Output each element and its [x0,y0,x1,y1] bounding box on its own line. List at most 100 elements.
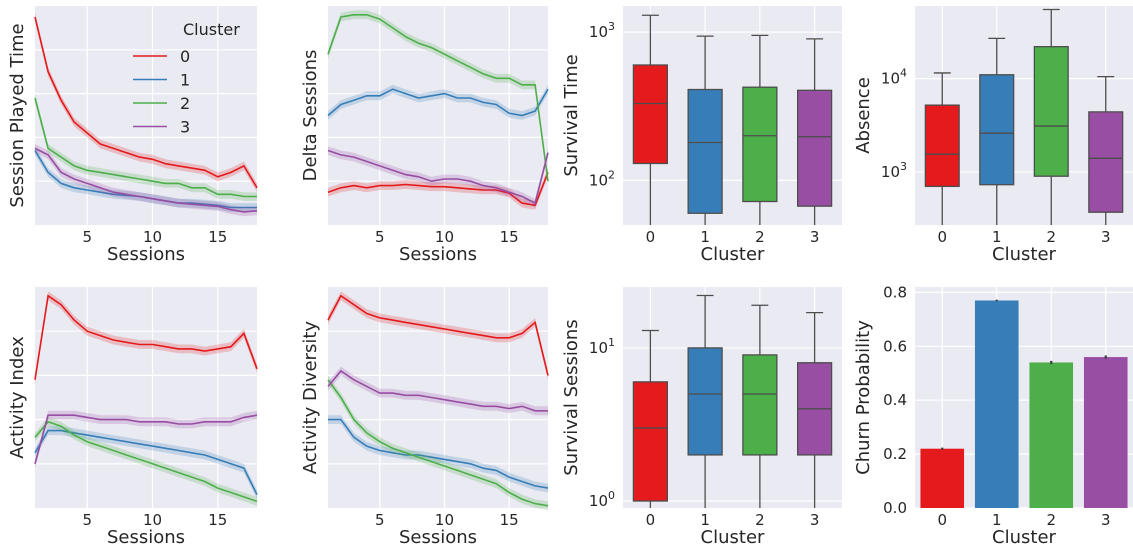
line-cluster-1 [327,88,549,117]
x-tick-label: 2 [1046,511,1056,529]
y-tick-label: 0.2 [883,445,907,463]
y-tick-label: 0.8 [883,283,907,301]
line-cluster-3 [327,149,549,205]
line-cluster-2 [34,97,257,198]
line-cluster-1 [328,418,549,489]
legend: Cluster 0 1 2 3 [133,20,240,137]
x-tick-label: 2 [755,511,765,529]
box-cluster-2 [742,34,778,225]
box-cluster-3 [797,311,833,508]
y-axis-label: Absence [853,77,874,154]
legend-label-cluster-3: 3 [180,118,190,137]
box-body [797,89,833,207]
line-cluster-0 [327,172,549,207]
line-cluster-3 [327,369,548,412]
x-tick-label: 10 [143,511,162,529]
y-tick-label: 0.0 [883,499,907,517]
y-tick-label: 103 [881,160,907,181]
y-tick-label: 103 [589,20,615,41]
y-axis-label: Delta Sessions [300,50,321,182]
x-tick-label: 3 [1101,228,1111,246]
box-body [687,88,723,214]
y-tick-label: 0.6 [883,337,907,355]
x-axis-label: Cluster [701,244,765,265]
legend-label-cluster-2: 2 [180,94,190,113]
x-tick-label: 5 [375,511,385,529]
y-tick-label: 104 [881,67,907,88]
x-tick-label: 10 [143,228,162,246]
y-axis-label: Churn Probability [853,320,874,475]
x-tick-label: 0 [646,511,656,529]
panel-1: 5 10 15 Sessions Delta Sessions [300,6,549,265]
panel-7: 0 1 2 3 0.0 0.2 0.4 0.6 0.8 Cluster Churn Probabil… [853,283,1133,548]
x-axis-label: Sessions [399,527,477,548]
line-cluster-0 [34,294,258,380]
box-body [1033,46,1069,177]
confidence-band-cluster-2 [35,93,257,201]
x-tick-label: 3 [1101,511,1111,529]
panel-6: 0 1 2 3 100 101 Cluster Survival Sessions [561,287,842,548]
x-tick-label: 1 [700,228,710,246]
bar-cluster-0 [920,448,965,508]
box-cluster-0 [632,329,668,508]
box-cluster-3 [797,38,833,225]
x-tick-label: 1 [992,228,1002,246]
line-cluster-0 [327,294,549,376]
confidence-band-cluster-1 [35,146,257,212]
box-body [632,381,668,502]
x-tick-label: 5 [82,511,92,529]
x-tick-label: 1 [700,511,710,529]
box-body [632,64,668,165]
line-cluster-2 [34,420,258,503]
box-body [742,86,778,203]
x-tick-label: 2 [755,228,765,246]
bar-cluster-2 [1029,362,1074,508]
x-tick-label: 15 [208,511,227,529]
x-tick-label: 0 [937,511,947,529]
legend-title: Cluster [183,20,240,39]
confidence-band-cluster-0 [35,12,257,193]
y-tick-label: 102 [589,168,615,189]
box-cluster-2 [1033,8,1069,225]
plot-background [328,6,548,225]
box-body [742,354,778,456]
y-tick-label: 0.4 [883,391,907,409]
plot-background [35,287,257,508]
y-tick-label: 100 [589,489,615,510]
x-tick-label: 10 [435,228,454,246]
line-cluster-0 [34,16,258,189]
x-axis-label: Cluster [992,527,1056,548]
box-body [1088,111,1124,213]
x-tick-label: 1 [992,511,1002,529]
confidence-band-cluster-0 [35,291,257,385]
x-axis-label: Cluster [992,244,1056,265]
panel-5: 5 10 15 Sessions Activity Diversity [300,287,549,548]
y-axis-label: Session Played Time [7,23,28,207]
confidence-band-cluster-0 [328,168,548,210]
box-cluster-2 [742,304,778,508]
y-axis-label: Survival Time [561,54,582,176]
x-tick-label: 10 [435,511,454,529]
x-tick-label: 5 [82,228,92,246]
line-cluster-1 [34,429,258,496]
y-axis-label: Activity Diversity [300,321,321,474]
y-tick-label: 101 [589,336,615,357]
confidence-band-cluster-1 [35,426,257,500]
x-tick-label: 2 [1046,228,1056,246]
bar-cluster-3 [1083,357,1128,508]
box-body [979,74,1015,186]
x-tick-label: 15 [500,228,519,246]
x-tick-label: 15 [208,228,227,246]
confidence-band-cluster-3 [328,146,548,208]
box-cluster-0 [632,14,668,225]
legend-label-cluster-0: 0 [180,47,190,66]
box-body [924,104,960,188]
y-axis-label: Survival Sessions [561,319,582,475]
box-body [687,347,723,456]
x-tick-label: 0 [646,228,656,246]
line-cluster-2 [327,379,549,507]
confidence-band-cluster-3 [328,366,548,416]
x-tick-label: 3 [810,228,820,246]
x-tick-label: 3 [810,511,820,529]
